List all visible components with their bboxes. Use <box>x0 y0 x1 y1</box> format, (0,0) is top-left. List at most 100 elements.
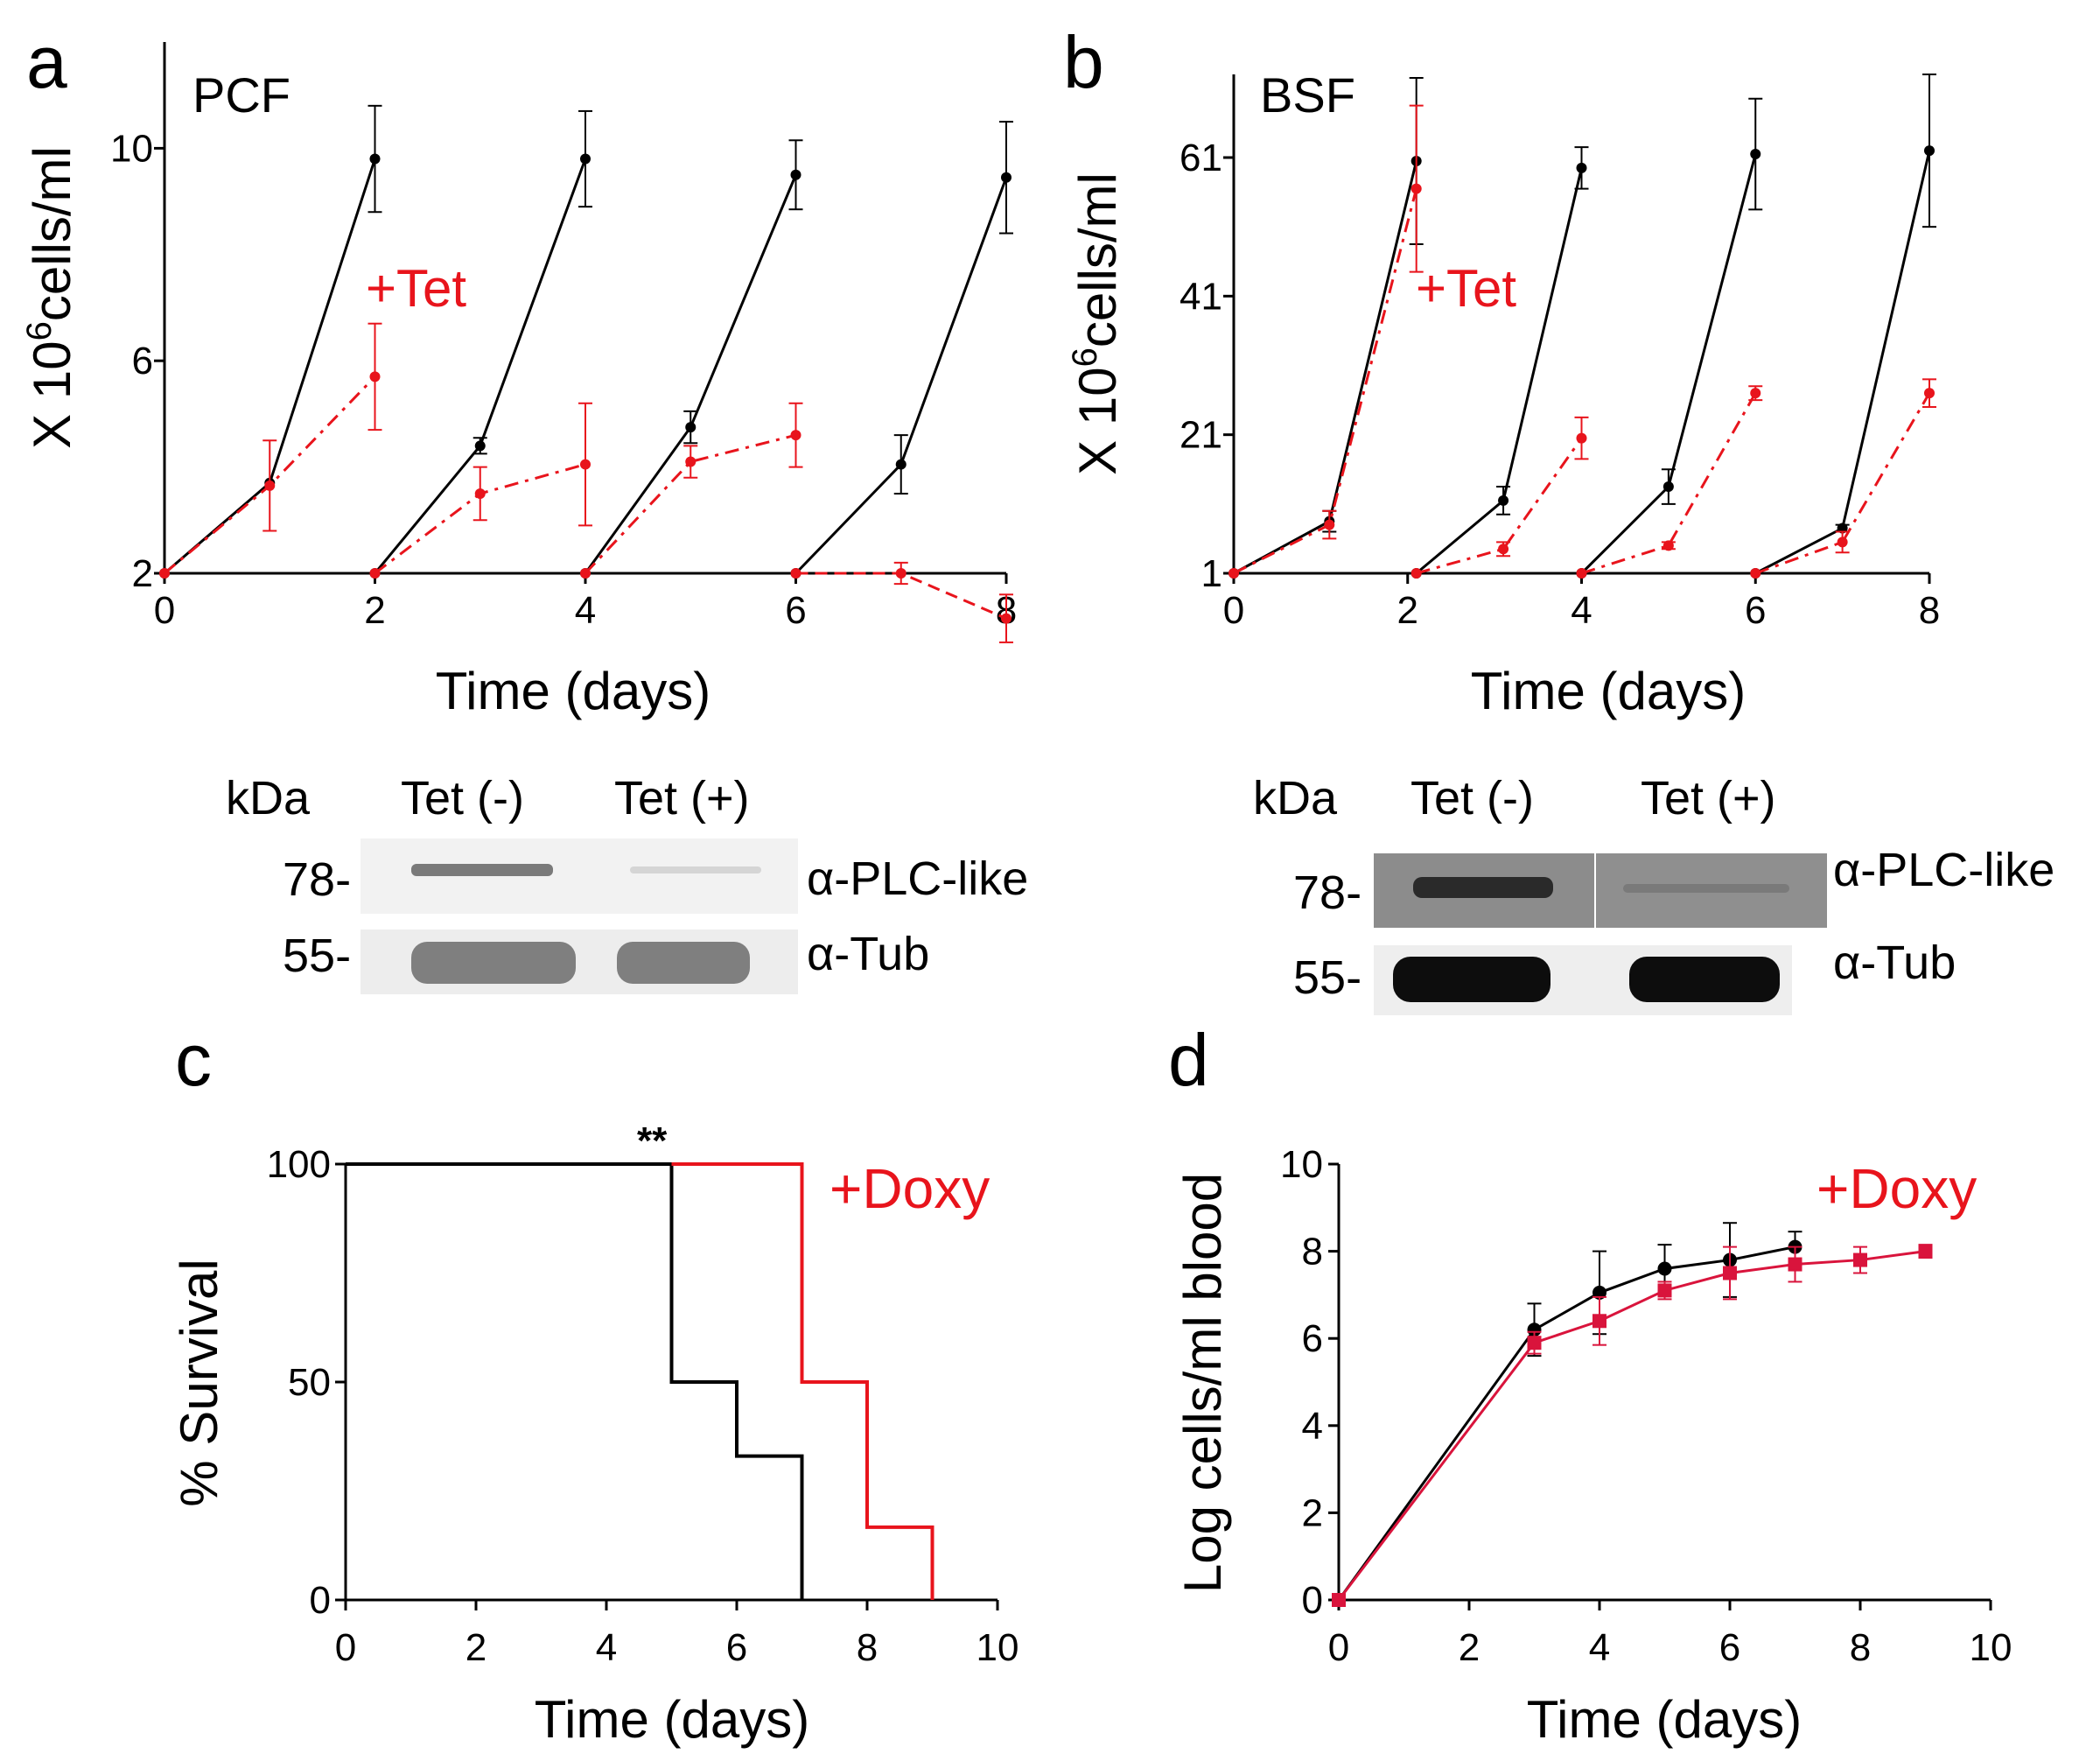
x-tick-label-c: 0 <box>335 1626 356 1669</box>
data-point-d <box>1332 1593 1346 1607</box>
series-line-a-3 <box>794 177 1008 575</box>
blot-b-marker-55: 55- <box>1293 951 1362 1004</box>
series-line-a-6 <box>584 433 796 575</box>
data-point-a <box>790 169 802 180</box>
series-line-c-0 <box>346 1162 804 1600</box>
western-blot-a: kDa Tet (-) Tet (+) 78- 55- α-PLC-like α… <box>226 772 1028 994</box>
y-tick-label-a: 6 <box>132 340 153 382</box>
data-point-a <box>790 568 802 579</box>
data-point-a <box>895 568 906 579</box>
data-point-a <box>159 568 170 579</box>
blot-a-antibody-tub: α-Tub <box>807 928 929 980</box>
y-tick-label-d: 10 <box>1280 1143 1323 1186</box>
chart-b: 0 2 4 6 8 1 21 41 61 Time (days) X 106cells/ml <box>1066 74 1940 720</box>
x-tick-label-a: 2 <box>364 589 385 632</box>
x-tick-label-d: 6 <box>1719 1626 1740 1669</box>
x-axis-title-d: Time (days) <box>1527 1690 1802 1749</box>
blot-b-band-tub-plus <box>1629 957 1780 1002</box>
blot-a-band-tub-minus <box>411 942 576 984</box>
blot-a-lane-plus: Tet (+) <box>614 772 750 824</box>
data-point-a <box>580 459 591 470</box>
data-point-b <box>1228 568 1239 579</box>
data-point-b <box>1750 568 1761 579</box>
x-axis-title-c: Time (days) <box>535 1690 809 1749</box>
data-point-a <box>580 153 591 165</box>
x-tick-label-d: 8 <box>1850 1626 1871 1669</box>
blot-b-antibody-plc: α-PLC-like <box>1833 844 2054 896</box>
data-point-b <box>1750 388 1761 399</box>
data-point-a <box>895 459 906 470</box>
series-line-a-2 <box>584 174 797 574</box>
data-point-a <box>685 422 696 433</box>
x-tick-label-d: 2 <box>1459 1626 1480 1669</box>
significance-mark: ** <box>637 1119 668 1162</box>
panel-letter-c: c <box>175 1019 212 1101</box>
y-tick-label-d: 4 <box>1302 1405 1323 1448</box>
x-tick-label-a: 6 <box>785 589 806 632</box>
data-point-b <box>1662 481 1674 493</box>
x-tick-label-b: 2 <box>1397 589 1418 632</box>
y-tick-label-b: 41 <box>1180 275 1222 318</box>
y-tick-label-d: 0 <box>1302 1579 1323 1622</box>
series-line-b-2 <box>1580 153 1757 575</box>
data-point-b <box>1837 537 1848 548</box>
data-point-b <box>1410 183 1422 194</box>
x-tick-label-b: 0 <box>1223 589 1244 632</box>
series-line-d-1 <box>1337 1250 1926 1601</box>
data-point-a <box>580 568 591 579</box>
western-blot-b: kDa Tet (-) Tet (+) 78- 55- α-PLC-like α… <box>1253 772 2054 1015</box>
y-tick-label-b: 21 <box>1180 414 1222 457</box>
y-tick-label-c: 0 <box>310 1579 331 1622</box>
inset-label-bsf: BSF <box>1260 67 1355 123</box>
y-axis-title-c: % Survival <box>170 1259 228 1506</box>
x-tick-label-d: 0 <box>1328 1626 1349 1669</box>
doxy-label-d: +Doxy <box>1816 1157 1977 1220</box>
y-tick-label-b: 1 <box>1201 552 1222 595</box>
panel-letter-b: b <box>1063 21 1104 103</box>
y-tick-label-a: 2 <box>132 552 153 595</box>
data-point-a <box>685 456 696 467</box>
y-axis-title-d: Log cells/ml blood <box>1173 1173 1232 1593</box>
y-tick-label-d: 8 <box>1302 1231 1323 1273</box>
data-point-a <box>369 153 381 165</box>
blot-b-lane-minus: Tet (-) <box>1410 772 1534 824</box>
blot-a-band-plc-minus <box>411 864 553 876</box>
blot-a-band-plc-plus <box>630 866 761 873</box>
data-point-b <box>1498 544 1509 555</box>
data-point-a <box>474 488 486 499</box>
y-tick-label-d: 6 <box>1302 1317 1323 1360</box>
data-point-b <box>1410 568 1422 579</box>
data-point-d <box>1853 1252 1867 1267</box>
y-tick-label-a: 10 <box>110 127 153 170</box>
data-point-d <box>1657 1261 1672 1276</box>
data-point-b <box>1498 495 1509 506</box>
blot-b-band-plc-plus <box>1623 884 1789 893</box>
data-point-d <box>1918 1244 1933 1259</box>
blot-a-marker-55: 55- <box>283 930 351 982</box>
y-tick-label-c: 100 <box>267 1143 331 1186</box>
panel-letter-a: a <box>26 21 67 103</box>
series-line-c-1 <box>671 1162 934 1600</box>
data-point-d <box>1788 1257 1802 1272</box>
x-tick-label-c: 4 <box>596 1626 617 1669</box>
data-point-b <box>1924 388 1935 399</box>
x-tick-label-c: 10 <box>976 1626 1019 1669</box>
data-point-b <box>1750 149 1761 160</box>
blot-b-lane-plus: Tet (+) <box>1641 772 1776 824</box>
blot-a-band-tub-plus <box>617 942 750 984</box>
data-point-b <box>1324 519 1335 530</box>
x-tick-label-c: 6 <box>726 1626 747 1669</box>
data-point-a <box>1001 172 1012 183</box>
x-tick-label-b: 6 <box>1745 589 1766 632</box>
data-point-b <box>1576 568 1587 579</box>
series-line-d-0 <box>1337 1245 1796 1601</box>
x-tick-label-c: 8 <box>857 1626 878 1669</box>
data-point-b <box>1662 540 1674 551</box>
panel-letter-d: d <box>1168 1019 1209 1101</box>
blot-b-kda: kDa <box>1253 772 1338 824</box>
y-tick-label-c: 50 <box>288 1361 331 1404</box>
blot-a-marker-78: 78- <box>283 853 351 906</box>
data-point-d <box>1592 1314 1606 1329</box>
series-line-b-5 <box>1416 437 1583 575</box>
tet-label-b: +Tet <box>1416 259 1516 318</box>
